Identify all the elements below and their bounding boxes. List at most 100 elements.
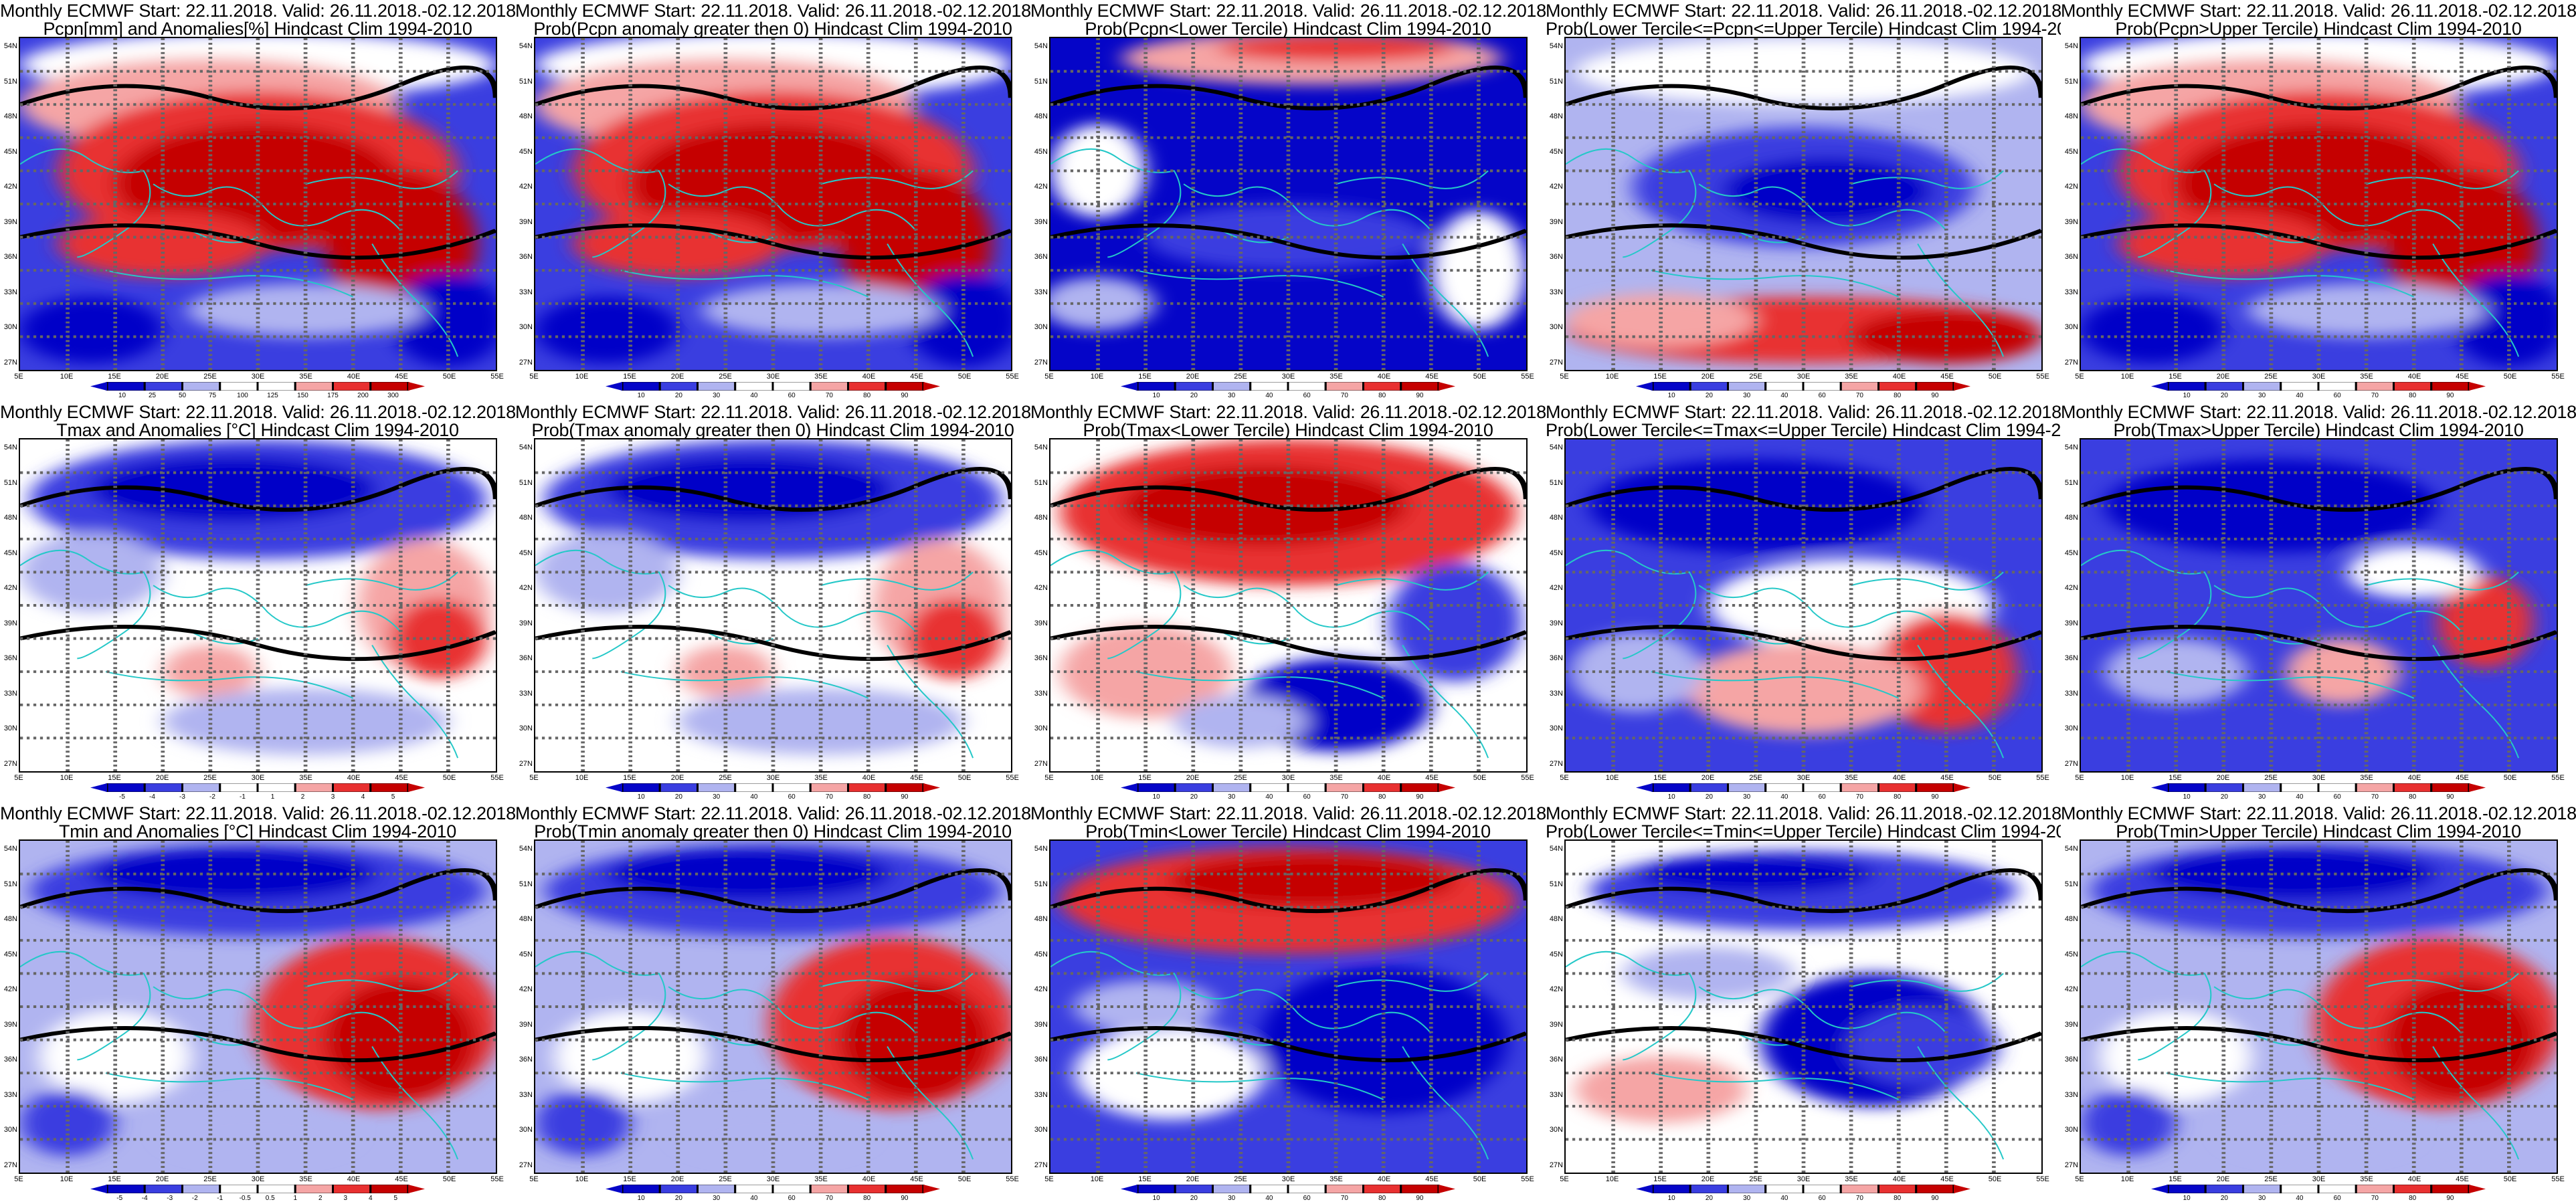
- latitude-label: 30N: [1549, 323, 1563, 331]
- anomaly-region: [2081, 296, 2224, 364]
- latitude-label: 36N: [519, 654, 533, 662]
- colorbar-swatch: [1802, 783, 1842, 792]
- longitude-label: 10E: [575, 1175, 589, 1183]
- colorbar: [1121, 1185, 1455, 1193]
- longitude-label: 20E: [2216, 373, 2230, 381]
- longitude-label: 15E: [1138, 373, 1152, 381]
- latitude-label: 33N: [1034, 689, 1048, 698]
- longitude-label: 50E: [1988, 774, 2002, 782]
- latitude-label: 33N: [1549, 1090, 1563, 1099]
- colorbar-tick-label: 175: [327, 392, 339, 399]
- colorbar-tick-label: 20: [1190, 392, 1198, 399]
- longitude-label: 40E: [1377, 774, 1391, 782]
- colorbar-swatch: [294, 382, 334, 391]
- colorbar-arrow-right: [1439, 1185, 1455, 1193]
- longitude-label: 45E: [2456, 373, 2469, 381]
- colorbar-swatch: [2204, 783, 2244, 792]
- colorbar-swatch: [332, 382, 372, 391]
- colorbar-tick-label: -2: [191, 1195, 198, 1202]
- latitude-label: 36N: [1549, 1056, 1563, 1064]
- anomaly-region: [1074, 1026, 1265, 1120]
- longitude-label: 25E: [203, 774, 217, 782]
- colorbar-tick-label: 5: [393, 1195, 398, 1202]
- colorbar-arrow-left: [1636, 382, 1653, 391]
- colorbar-tick-label: 70: [825, 392, 833, 399]
- anomaly-region: [391, 274, 496, 367]
- longitude-label: 45E: [2456, 1175, 2469, 1183]
- longitude-label: 20E: [155, 373, 169, 381]
- latitude-label: 45N: [1034, 950, 1048, 959]
- colorbar-swatch: [1249, 382, 1289, 391]
- panel-title-line2: Prob(Lower Tercile<=Tmin<=Upper Tercile)…: [1546, 822, 2061, 841]
- colorbar-tick-label: 70: [1340, 793, 1348, 801]
- colorbar-swatch: [369, 783, 409, 792]
- panel-title-line2: Prob(Lower Tercile<=Pcpn<=Upper Tercile)…: [1546, 19, 2061, 38]
- colorbar-tick-label: -5: [119, 793, 125, 801]
- longitude-label: 30E: [766, 774, 780, 782]
- latitude-label: 45N: [519, 548, 533, 557]
- longitude-label: 15E: [2169, 1175, 2182, 1183]
- latitude-label: 33N: [519, 689, 533, 698]
- longitude-label: 20E: [2216, 1175, 2230, 1183]
- longitude-label: 10E: [1605, 373, 1619, 381]
- longitude-label: 30E: [1281, 774, 1295, 782]
- colorbar-arrow-left: [90, 382, 107, 391]
- colorbar-tick-label: 10: [1152, 1195, 1160, 1202]
- latitude-label: 27N: [1034, 759, 1048, 768]
- panel-title-line1: Monthly ECMWF Start: 22.11.2018. Valid: …: [1546, 1, 2061, 20]
- colorbar-swatch: [771, 783, 812, 792]
- colorbar-arrow-left: [1121, 1185, 1137, 1193]
- anomaly-region: [2223, 1106, 2414, 1160]
- colorbar-tick-label: 75: [208, 392, 217, 399]
- colorbar-tick-label: 100: [237, 392, 248, 399]
- colorbar-tick-label: 40: [750, 793, 758, 801]
- longitude-label: 50E: [442, 1175, 456, 1183]
- longitude-label: 20E: [1701, 373, 1715, 381]
- anomaly-region: [906, 599, 1002, 679]
- colorbar-tick-label: 90: [1931, 793, 1939, 801]
- longitude-label: 35E: [2360, 1175, 2373, 1183]
- longitude-label: 35E: [814, 373, 828, 381]
- latitude-label: 51N: [2064, 77, 2078, 86]
- colorbar-tick-label: 60: [2333, 1195, 2341, 1202]
- anomaly-region: [1169, 854, 1455, 908]
- latitude-label: 48N: [1549, 514, 1563, 522]
- colorbar-swatch: [2280, 783, 2320, 792]
- colorbar-swatch: [256, 382, 296, 391]
- panel-title-line2: Tmin and Anomalies [°C] Hindcast Clim 19…: [59, 822, 456, 841]
- colorbar-tick-label: 10: [2183, 1195, 2191, 1202]
- colorbar-arrow-left: [90, 1185, 107, 1193]
- longitude-label: 20E: [2216, 774, 2230, 782]
- longitude-label: 15E: [2169, 373, 2182, 381]
- colorbar-tick-label: 70: [1855, 1195, 1863, 1202]
- longitude-label: 40E: [1377, 373, 1391, 381]
- colorbar-tick-label: 30: [1743, 793, 1751, 801]
- latitude-label: 48N: [519, 112, 533, 120]
- latitude-label: 45N: [1034, 548, 1048, 557]
- latitude-label: 36N: [1034, 1056, 1048, 1064]
- colorbar-swatch: [332, 1185, 372, 1193]
- latitude-label: 39N: [3, 217, 17, 226]
- latitude-label: 54N: [519, 443, 533, 452]
- colorbar-swatch: [1877, 382, 1918, 391]
- colorbar-tick-label: 60: [2333, 392, 2341, 399]
- longitude-label: 10E: [60, 774, 74, 782]
- longitude-label: 40E: [347, 774, 361, 782]
- colorbar-tick-label: -3: [179, 793, 185, 801]
- latitude-label: 45N: [1034, 147, 1048, 156]
- longitude-label: 55E: [2036, 774, 2049, 782]
- colorbar-tick-label: 10: [1152, 793, 1160, 801]
- latitude-label: 30N: [1549, 724, 1563, 732]
- longitude-label: 35E: [1329, 1175, 1343, 1183]
- colorbar-swatch: [143, 783, 183, 792]
- colorbar-swatch: [734, 382, 774, 391]
- map-panel: Monthly ECMWF Start: 22.11.2018. Valid: …: [1546, 401, 2061, 803]
- longitude-label: 30E: [1797, 1175, 1811, 1183]
- colorbar-tick-label: -1: [240, 793, 246, 801]
- colorbar-swatch: [658, 382, 699, 391]
- colorbar-swatch: [1324, 783, 1364, 792]
- forecast-map: [19, 839, 497, 1174]
- coastline: [535, 952, 973, 1159]
- longitude-label: 30E: [2312, 1175, 2326, 1183]
- latitude-label: 36N: [3, 253, 17, 261]
